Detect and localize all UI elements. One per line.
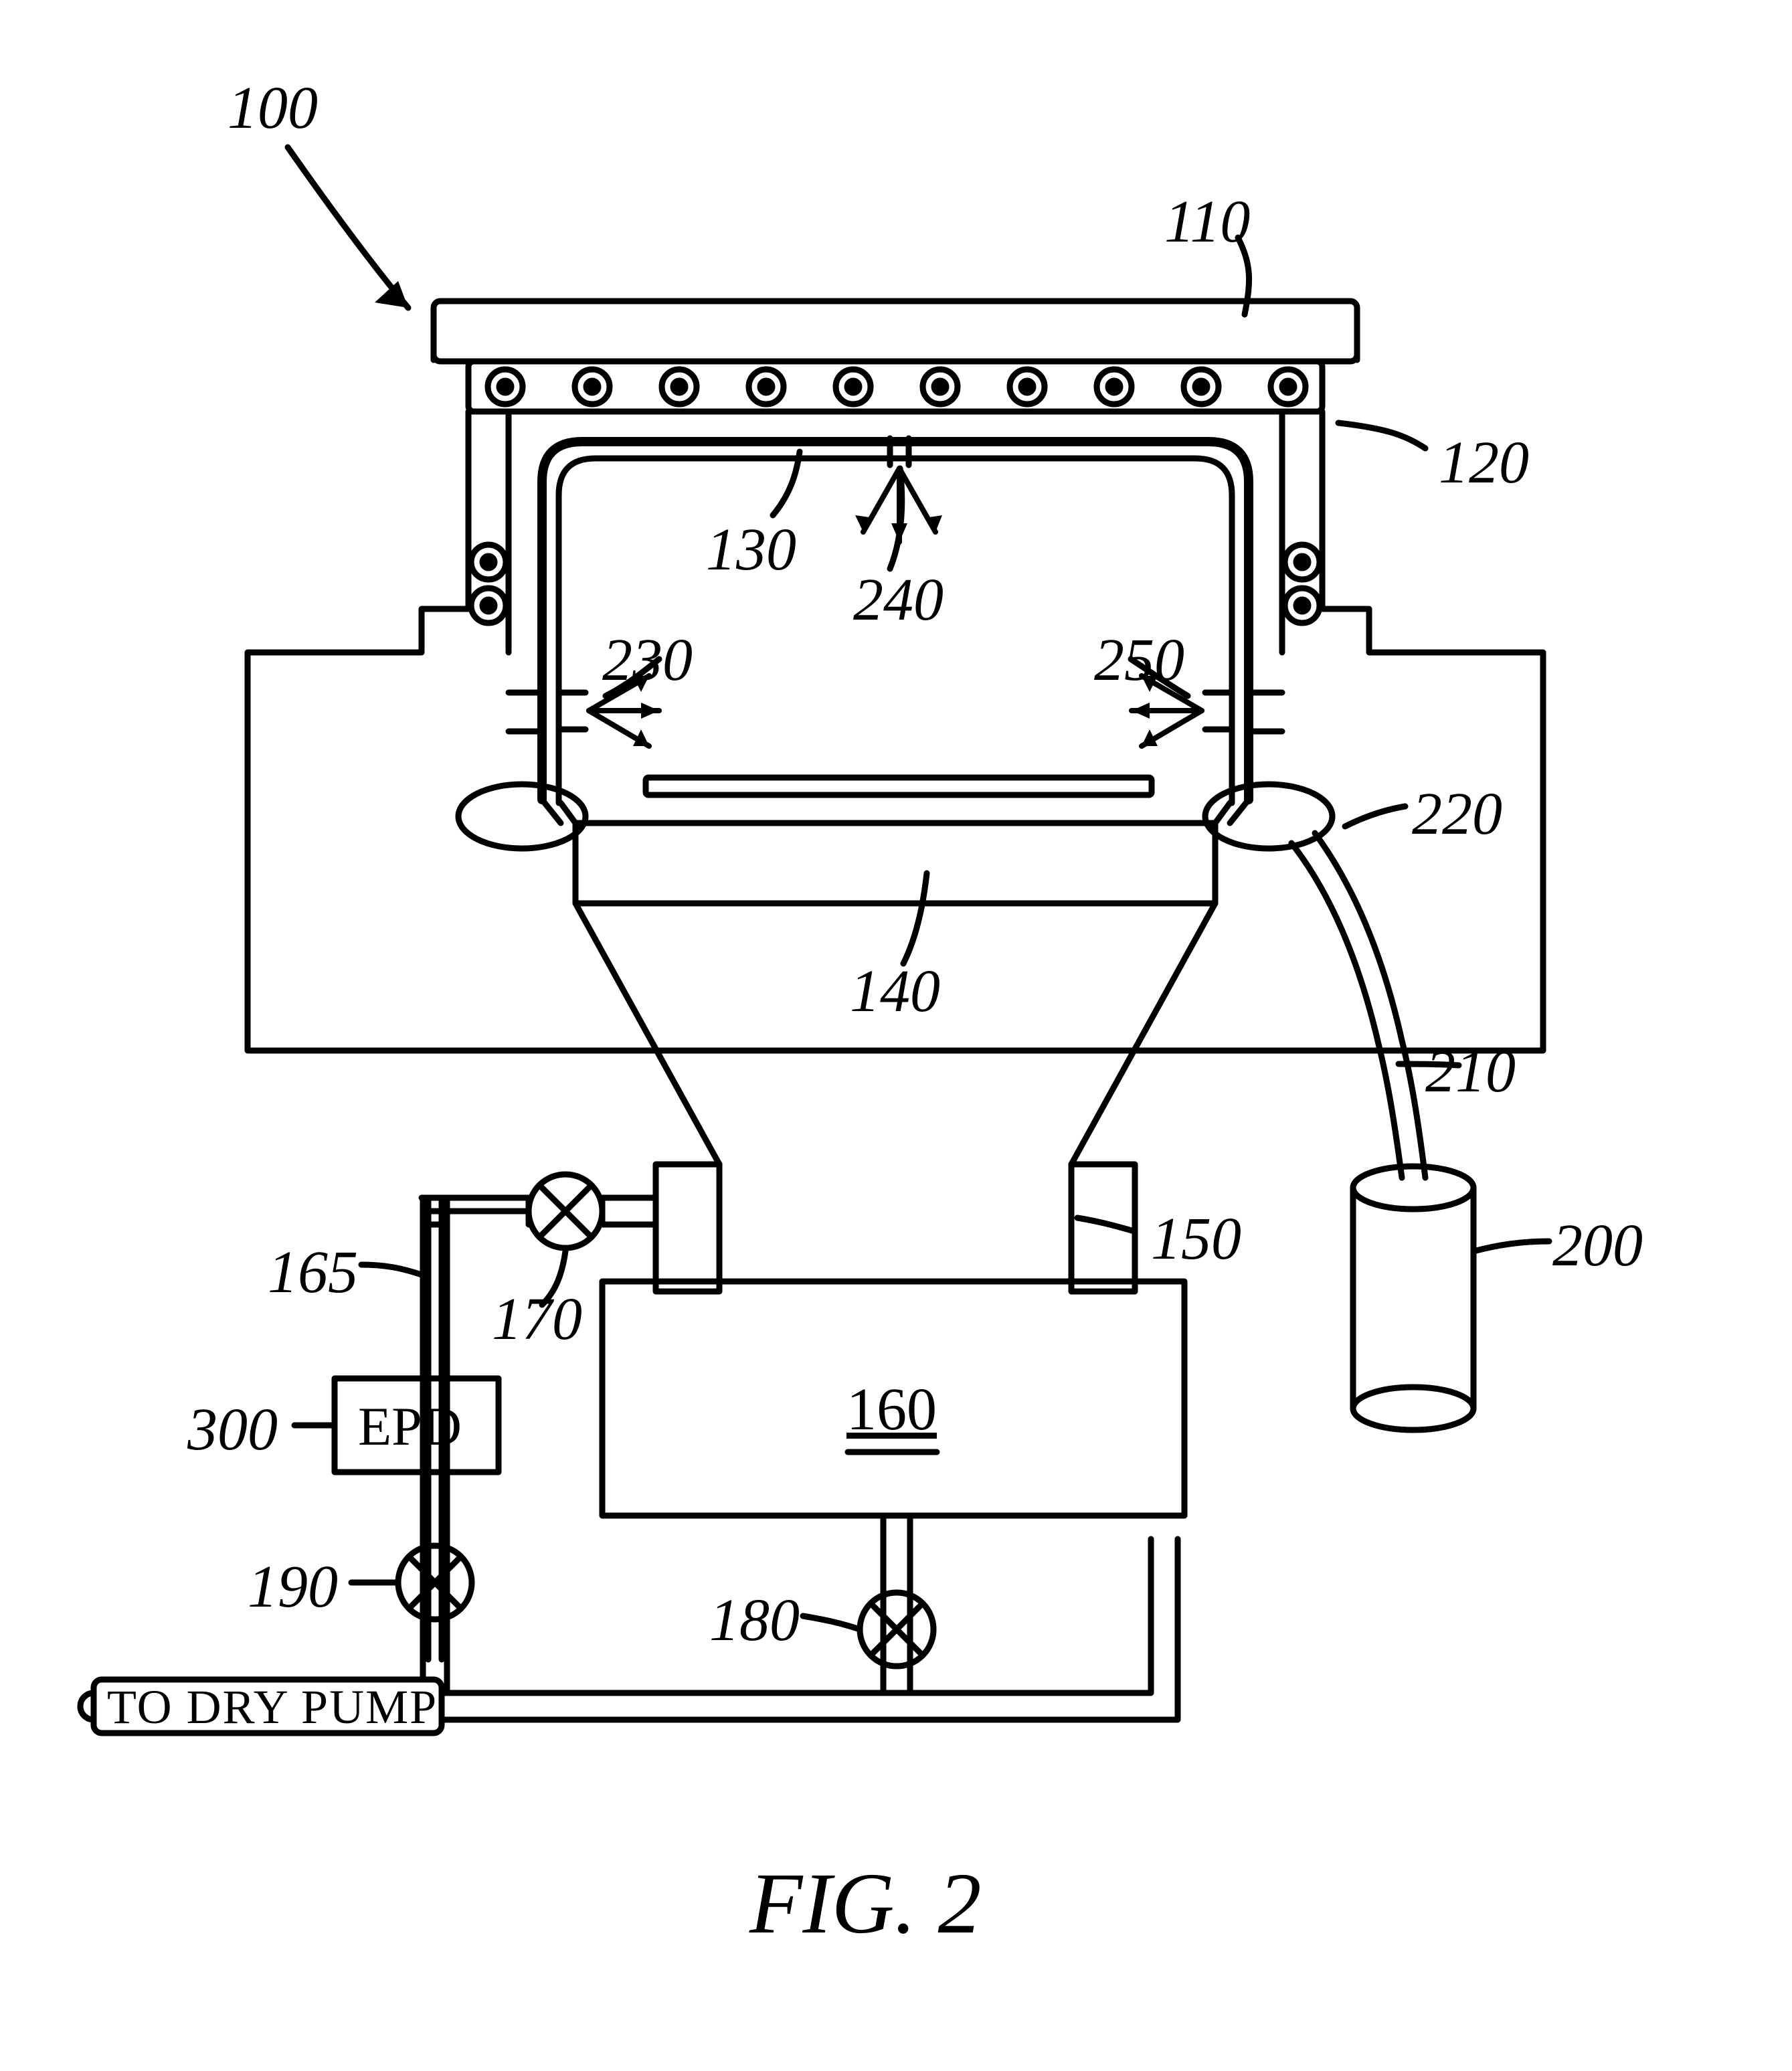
label-160: 160 [846,1375,937,1444]
label-250: 250 [1094,626,1184,695]
label-220: 220 [1412,780,1502,848]
label-165: 165 [268,1238,358,1307]
label-180: 180 [709,1586,800,1655]
figure-caption: FIG. 2 [749,1854,982,1954]
label-pump: TO DRY PUMP [107,1680,438,1735]
label-120: 120 [1439,428,1529,497]
label-140: 140 [850,957,940,1026]
label-150: 150 [1151,1204,1241,1273]
label-190: 190 [248,1552,338,1621]
diagram-canvas [0,0,1792,2071]
label-210: 210 [1425,1037,1516,1106]
label-100: 100 [228,74,318,143]
label-300: 300 [187,1395,278,1464]
label-240: 240 [853,565,944,634]
label-200: 200 [1552,1211,1643,1280]
label-230: 230 [602,626,693,695]
label-110: 110 [1164,187,1250,256]
label-epd: EPD [358,1395,462,1458]
label-170: 170 [492,1285,582,1354]
label-130: 130 [706,515,796,584]
